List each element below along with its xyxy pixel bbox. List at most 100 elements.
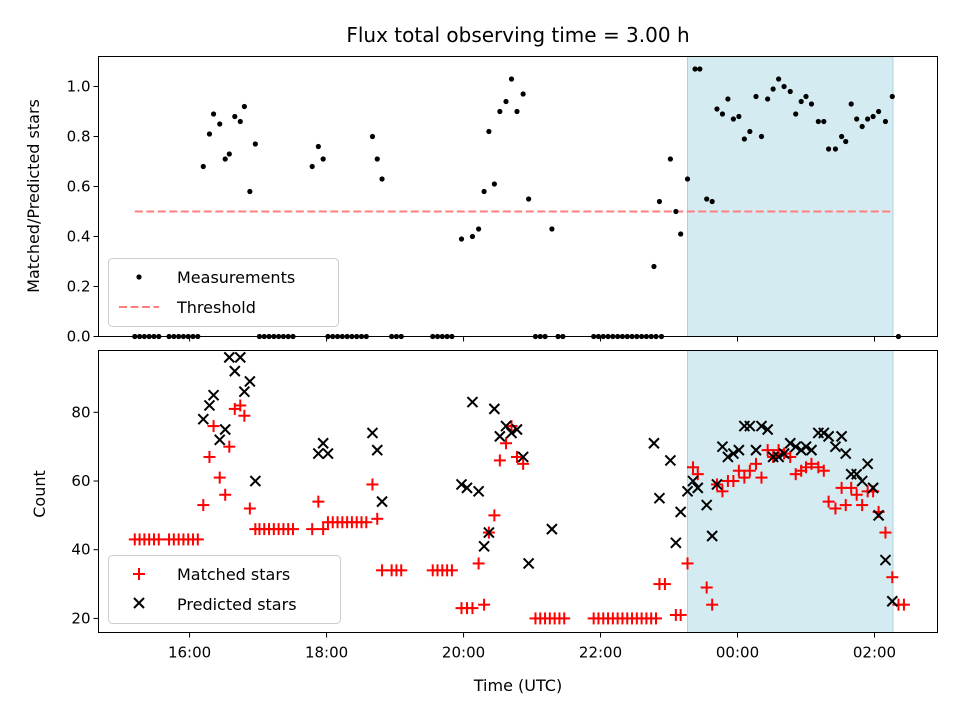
measurement-point — [486, 128, 492, 135]
matched-point — [207, 420, 220, 433]
matched-point — [558, 612, 571, 625]
measurement-point — [200, 163, 206, 170]
measurement-point — [843, 138, 849, 145]
predicted-point — [716, 440, 729, 453]
matched-point — [755, 471, 768, 484]
measurement-point — [714, 106, 720, 112]
measurement-point — [808, 101, 815, 107]
predicted-point — [366, 427, 379, 439]
predicted-point — [790, 440, 802, 453]
bottom-y-tick-label: 80 — [71, 403, 90, 421]
measurement-point — [803, 93, 809, 100]
matched-point — [691, 468, 704, 481]
top-y-tick-label: 1.0 — [67, 78, 91, 96]
measurement-point — [673, 208, 679, 215]
x-tick-label: 20:00 — [442, 644, 485, 662]
measurement-point — [252, 141, 258, 147]
predicted-point — [761, 423, 774, 436]
measurement-point — [678, 231, 684, 237]
measurement-point — [765, 96, 771, 102]
shaded-interval — [687, 56, 894, 337]
predicted-point — [674, 506, 687, 518]
measurement-point — [815, 118, 821, 125]
matched-point — [197, 499, 210, 512]
matched-point — [371, 512, 384, 525]
matched-point — [686, 461, 699, 474]
top-y-tick-label: 0.6 — [67, 178, 91, 196]
measurement-point — [476, 226, 482, 232]
matched-point — [897, 598, 910, 611]
predicted-point — [244, 375, 256, 388]
predicted-point — [483, 526, 495, 539]
measurement-point — [508, 76, 515, 82]
matched-point — [650, 612, 663, 625]
predicted-point — [494, 430, 506, 443]
measurement-point — [709, 198, 715, 205]
predicted-point — [872, 509, 885, 522]
predicted-point — [879, 554, 892, 566]
matched-point — [738, 471, 751, 484]
x-tick-label: 16:00 — [168, 644, 211, 662]
matched-point — [706, 598, 719, 611]
measurement-point — [379, 176, 385, 182]
matched-point — [360, 516, 373, 529]
measurement-point — [848, 101, 854, 107]
measurement-point — [781, 83, 787, 90]
matched-point — [750, 457, 763, 470]
matched-point — [317, 523, 330, 536]
predicted-point — [488, 403, 501, 415]
predicted-point — [733, 444, 745, 456]
measurement-point — [217, 121, 223, 127]
matched-point — [243, 502, 256, 515]
predicted-point — [805, 444, 818, 456]
x-tick-label: 02:00 — [853, 644, 896, 662]
matched-point — [805, 457, 818, 470]
measurement-point — [369, 133, 376, 140]
predicted-point — [522, 557, 535, 570]
predicted-point — [755, 420, 768, 432]
matched-point — [238, 409, 251, 422]
measurement-point — [206, 131, 213, 137]
predicted-point — [750, 444, 762, 456]
legend-matched-label: Matched stars — [177, 565, 290, 584]
matched-point — [743, 464, 756, 477]
matched-point — [510, 450, 523, 463]
measurement-point — [497, 108, 503, 115]
matched-point — [886, 571, 899, 584]
measurement-point — [667, 156, 673, 162]
predicted-point — [829, 440, 842, 453]
predicted-point — [648, 437, 660, 449]
legend-measurements-label: Measurements — [177, 268, 295, 287]
top-y-tick-label: 0.4 — [67, 228, 91, 246]
predicted-point — [784, 437, 796, 449]
predicted-point — [461, 482, 473, 494]
predicted-point — [800, 440, 812, 453]
measurement-point — [320, 156, 326, 162]
measurement-point — [758, 133, 765, 140]
measurement-point — [315, 143, 321, 150]
predicted-point — [207, 389, 220, 401]
top-legend: Measurements Threshold — [108, 258, 339, 327]
matched-point — [732, 464, 745, 477]
matched-point — [761, 444, 774, 457]
measurement-point — [458, 236, 465, 242]
measurement-point — [870, 113, 876, 120]
matched-point — [488, 509, 501, 522]
predicted-point — [234, 351, 246, 364]
bottom-legend: Matched stars Predicted stars — [108, 555, 341, 624]
matched-point — [466, 602, 479, 615]
matched-point — [223, 440, 236, 453]
predicted-point — [692, 482, 704, 494]
matched-point — [234, 399, 247, 412]
predicted-point — [312, 447, 325, 460]
measurement-point — [747, 128, 753, 135]
top-legend-box — [108, 258, 339, 327]
measurement-point — [692, 66, 698, 72]
top-shaded-region — [687, 56, 894, 337]
legend-threshold-label: Threshold — [176, 298, 256, 317]
bottom-legend-box — [108, 555, 341, 624]
matched-point — [517, 457, 530, 470]
matched-point — [658, 578, 671, 591]
